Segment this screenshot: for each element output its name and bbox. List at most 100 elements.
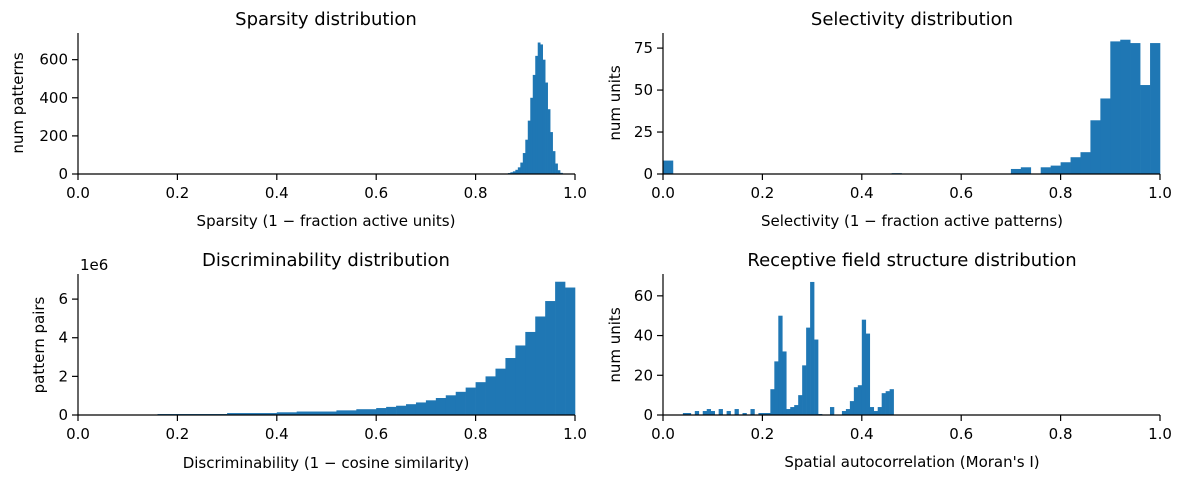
histogram-bar	[1130, 43, 1141, 175]
histogram-bar	[706, 409, 712, 415]
panel-selectivity: Selectivity distribution 0.0 0.2 0.4 0.6 0.8…	[606, 9, 1172, 230]
histogram-bar	[841, 411, 847, 415]
histogram-bar	[510, 172, 514, 174]
histogram-bar	[505, 358, 516, 415]
x-tick-label: 1.0	[1148, 184, 1172, 202]
histogram-bar	[877, 407, 882, 415]
histogram-bar	[1110, 41, 1121, 175]
histogram-bar	[734, 409, 739, 415]
histogram-bar	[853, 387, 859, 415]
panel-discriminability: Discriminability distribution 1e6 0.0 0.2…	[30, 250, 587, 472]
histogram-bar	[845, 409, 851, 415]
histogram-bar	[555, 163, 558, 174]
y-tick-label: 75	[634, 39, 653, 57]
histogram-bar	[537, 42, 541, 175]
x-tick-label: 0.0	[651, 425, 675, 443]
x-ticks: 0.0 0.2 0.4 0.6 0.8 1.0	[651, 174, 1172, 202]
y-tick-label: 40	[634, 327, 653, 345]
histogram-bar	[1040, 167, 1051, 174]
histogram-bar	[814, 339, 819, 415]
histogram-bar	[881, 393, 886, 415]
histogram-bar	[794, 405, 799, 415]
x-tick-label: 0.2	[165, 425, 189, 443]
y-tick-label: 50	[634, 81, 653, 99]
histogram-bar	[865, 333, 871, 415]
y-ticks: 0 200 400 600	[39, 51, 78, 183]
y-ticks: 0 20 40 60	[634, 287, 663, 424]
histogram-bar	[786, 409, 791, 415]
y-tick-label: 2	[58, 367, 68, 385]
histogram-bar	[810, 281, 815, 415]
x-tick-label: 0.4	[850, 184, 874, 202]
histogram-bar	[694, 411, 700, 415]
y-ticks: 0 2 4 6	[58, 290, 78, 424]
x-tick-label: 0.4	[850, 425, 874, 443]
x-tick-label: 0.8	[1049, 425, 1073, 443]
histogram-bar	[517, 167, 521, 174]
histogram-bar	[742, 413, 747, 415]
y-tick-label: 600	[39, 51, 68, 69]
y-ticks: 0 25 50 75	[634, 39, 663, 183]
histogram-bar	[718, 409, 723, 415]
x-tick-label: 0.6	[364, 184, 388, 202]
histogram-bar	[376, 408, 387, 415]
x-tick-label: 0.0	[66, 184, 90, 202]
y-tick-label: 0	[643, 165, 653, 183]
y-axis-label: pattern pairs	[30, 296, 48, 393]
histogram-bar	[1020, 167, 1032, 174]
histogram-bar	[527, 120, 531, 174]
histogram-bar	[857, 385, 863, 415]
histogram-bars	[505, 42, 563, 175]
histogram-bar	[495, 368, 506, 415]
histogram-bar	[396, 405, 407, 415]
x-axis-label: Selectivity (1 − fraction active pattern…	[761, 212, 1063, 230]
histogram-bar	[873, 411, 879, 415]
x-tick-label: 0.6	[364, 425, 388, 443]
x-tick-label: 1.0	[1148, 425, 1172, 443]
histogram-bar	[565, 287, 576, 415]
histogram-bar	[525, 139, 529, 174]
x-axis-label: Discriminability (1 − cosine similarity)	[183, 454, 470, 472]
y-tick-label: 60	[634, 287, 653, 305]
histogram-bar	[770, 389, 775, 415]
histogram-bar	[552, 151, 556, 174]
histogram-bar	[663, 160, 674, 174]
y-tick-label: 0	[58, 165, 68, 183]
histogram-bar	[485, 376, 496, 415]
histogram-bar	[540, 44, 543, 174]
y-tick-label: 4	[58, 329, 68, 347]
histogram-bar	[766, 413, 771, 415]
histogram-bar	[1050, 165, 1061, 174]
y-axis-label: num units	[606, 65, 624, 140]
x-tick-label: 0.2	[750, 184, 774, 202]
y-tick-label: 25	[634, 123, 653, 141]
histogram-bar	[435, 398, 447, 415]
histogram-bar	[555, 281, 566, 415]
histogram-bar	[336, 410, 357, 415]
histogram-bars	[663, 39, 1161, 175]
histogram-bar	[455, 391, 466, 415]
histogram-bar	[227, 413, 278, 415]
histogram-bar	[1080, 152, 1091, 174]
x-tick-label: 0.2	[165, 184, 189, 202]
histogram-bar	[276, 412, 297, 415]
histogram-bar	[465, 387, 476, 415]
histogram-bar	[415, 402, 427, 415]
histogram-bar	[535, 55, 539, 174]
histogram-bar	[802, 365, 807, 415]
x-tick-label: 0.4	[265, 184, 289, 202]
histogram-bar	[547, 109, 551, 174]
histogram-bar	[798, 395, 803, 415]
y-tick-label: 6	[58, 290, 68, 308]
x-tick-label: 0.0	[651, 184, 675, 202]
histogram-bar	[545, 82, 548, 174]
y-tick-label: 400	[39, 89, 68, 107]
histogram-bar	[1010, 168, 1022, 174]
histogram-bar	[512, 171, 516, 174]
histogram-bar	[762, 413, 767, 415]
histogram-bar	[515, 345, 526, 415]
histogram-bar	[710, 411, 715, 415]
histogram-bar	[1120, 39, 1131, 174]
histogram-bar	[1140, 85, 1151, 174]
histogram-bar	[520, 162, 524, 174]
